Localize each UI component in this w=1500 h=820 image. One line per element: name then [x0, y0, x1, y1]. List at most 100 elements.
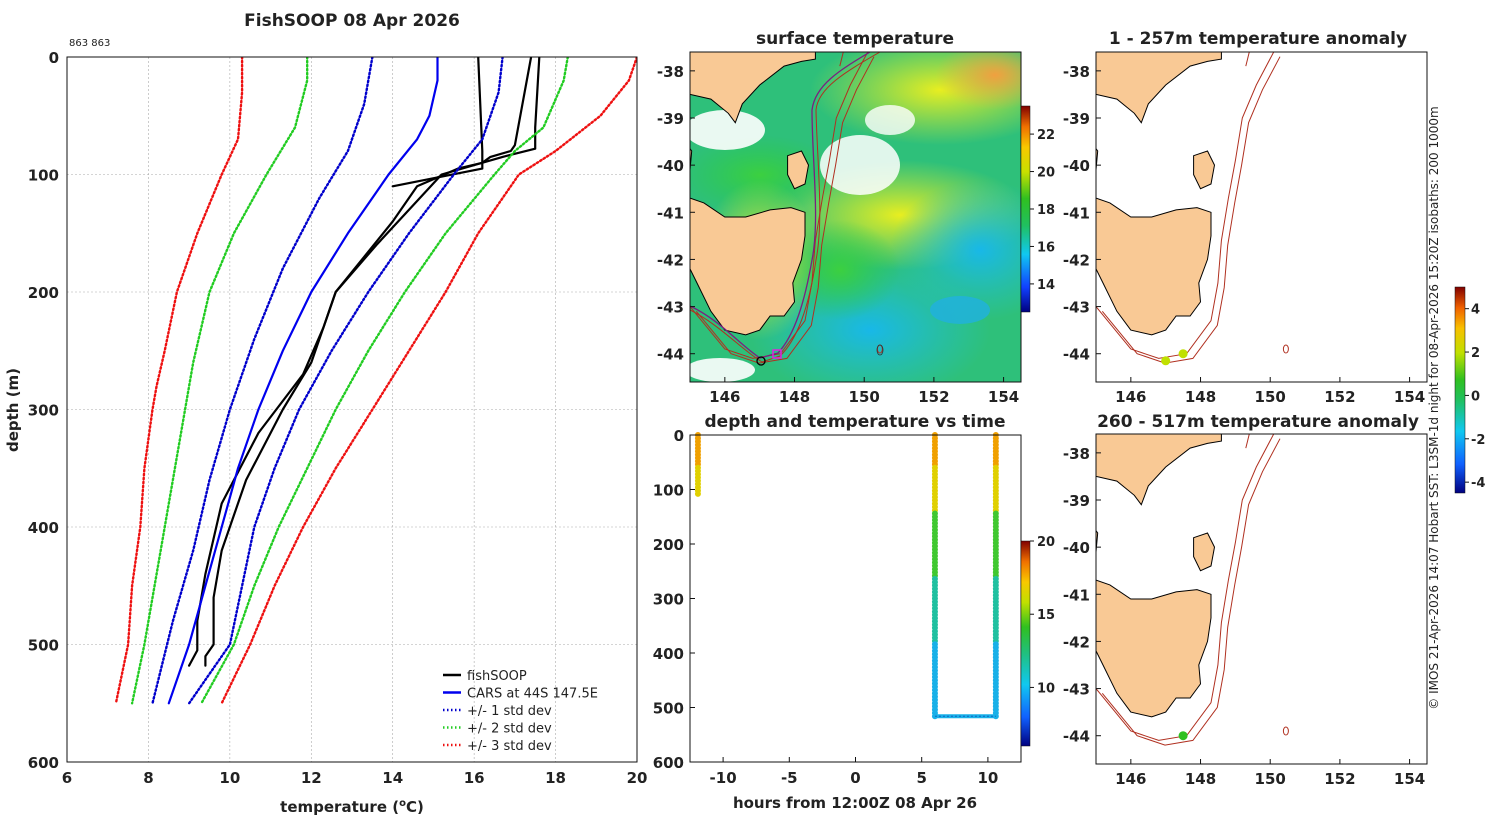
map-xtick-label: 150: [1255, 770, 1286, 788]
sst-current-marker: [772, 349, 782, 359]
map-ytick-label: -43: [1063, 681, 1090, 699]
isobath-line: [1245, 52, 1250, 67]
profile-xtick-label: 6: [62, 769, 72, 787]
profile-xtick-label: 18: [545, 769, 566, 787]
anomaly-colorbar: [1454, 286, 1466, 494]
credit-text: © IMOS 21-Apr-2026 14:07 Hobart SST: L3S…: [1427, 106, 1441, 709]
sst-colorbar-ticks: 22 20 18 16 14: [1030, 128, 1055, 293]
profile-ylabel: depth (m): [4, 368, 22, 452]
map-ytick-label: -39: [1063, 492, 1090, 510]
map-ytick-label: -42: [1063, 251, 1090, 269]
sst-cbar-label: 18: [1037, 203, 1055, 218]
anomaly-map-2-panel: 260 - 517m temperature anomaly 146 148 150…: [1063, 412, 1428, 788]
time-ytick-label: 0: [674, 427, 684, 445]
map-xtick-label: 154: [1394, 770, 1425, 788]
time-ytick-label: 500: [653, 700, 684, 718]
anomaly-cbar-label: 0: [1471, 389, 1480, 404]
anomaly-point: [1161, 356, 1171, 366]
profile-ytick-label: 200: [28, 284, 59, 302]
profile-axes-box: [66, 56, 638, 763]
time-cbar-label: 10: [1037, 681, 1055, 696]
time-ytick-label: 200: [653, 536, 684, 554]
isobath-line: [839, 52, 844, 67]
map-xtick-label: 148: [779, 388, 810, 406]
anom2-ticks: 146 148 150 152 154 -38 -39 -40 -41 -42 -43 -44: [1063, 445, 1425, 788]
isobath-seamount: [1282, 344, 1289, 354]
anomaly-map-1-panel: 1 - 257m temperature anomaly 146 148 150 15…: [1063, 29, 1428, 406]
land-polygon: [690, 197, 806, 336]
anom2-land: [1096, 434, 1289, 746]
time-xtick-label: -5: [781, 769, 798, 787]
map-xtick-label: 152: [918, 388, 949, 406]
map-ytick-label: -39: [1063, 110, 1090, 128]
map-xtick-label: 150: [1255, 388, 1286, 406]
time-cbar-label: 15: [1037, 608, 1055, 623]
anomaly-point: [1178, 349, 1188, 359]
map-ytick-label: -40: [657, 157, 684, 175]
map-ytick-label: -42: [1063, 633, 1090, 651]
land-polygon: [1193, 532, 1216, 572]
map-ytick-label: -44: [1063, 728, 1090, 746]
map-xtick-label: 148: [1185, 770, 1216, 788]
map-xtick-label: 146: [709, 388, 740, 406]
land-polygon: [1096, 579, 1212, 718]
map-xtick-label: 146: [1115, 770, 1146, 788]
map-ytick-label: -38: [1063, 445, 1090, 463]
time-colorbar-ticks: 20 15 10: [1030, 535, 1055, 696]
anomaly-point: [1178, 731, 1188, 741]
sst-land: [690, 52, 883, 364]
sst-title: surface temperature: [756, 29, 954, 49]
profile-panel: FishSOOP 08 Apr 2026 863 863 6 8 10 12 14 16 1…: [4, 11, 647, 816]
anomaly-cbar-label: 4: [1471, 303, 1480, 318]
profile-ytick-label: 600: [28, 754, 59, 772]
anom1-title: 1 - 257m temperature anomaly: [1109, 29, 1407, 49]
probe-ids: 863 863: [69, 38, 110, 49]
legend-label: +/- 2 std dev: [467, 722, 552, 737]
sst-map-panel: surface temperature 146 148 150 152 1: [657, 29, 1055, 406]
profile-series-line: [114, 57, 244, 705]
isobath-line: [1101, 438, 1281, 746]
profile-xtick-label: 8: [143, 769, 153, 787]
time-xtick-label: 10: [977, 769, 998, 787]
isobath-line: [690, 52, 869, 359]
map-ytick-label: -41: [1063, 586, 1090, 604]
profile-xtick-label: 20: [627, 769, 648, 787]
profile-xtick-label: 14: [382, 769, 403, 787]
time-xlabel: hours from 12:00Z 08 Apr 26: [733, 794, 977, 812]
map-ytick-label: -41: [1063, 204, 1090, 222]
profile-lines: [114, 57, 637, 705]
time-panel: depth and temperature vs time -10 -5 0 5 100…: [653, 412, 1055, 812]
time-ytick-label: 100: [653, 482, 684, 500]
map-xtick-label: 152: [1324, 388, 1355, 406]
map-ytick-label: -44: [1063, 346, 1090, 364]
anom2-title: 260 - 517m temperature anomaly: [1097, 412, 1419, 432]
profile-series-line: [188, 57, 533, 667]
map-ytick-label: -40: [1063, 539, 1090, 557]
profile-series-line: [220, 57, 637, 705]
land-polygon: [1096, 197, 1212, 336]
legend-label: CARS at 44S 147.5E: [467, 687, 598, 702]
time-ytick-label: 600: [653, 754, 684, 772]
map-ytick-label: -41: [657, 204, 684, 222]
time-xtick-label: 0: [850, 769, 860, 787]
profile-series-line: [151, 57, 374, 705]
map-xtick-label: 146: [1115, 388, 1146, 406]
sst-cast-marker: [756, 356, 766, 366]
sst-cbar-label: 22: [1037, 128, 1055, 143]
anomaly-colorbar-ticks: 4 2 0 -2 -4: [1465, 303, 1485, 491]
anom1-land: [1096, 52, 1289, 364]
profile-ytick-label: 500: [28, 637, 59, 655]
map-xtick-label: 148: [1185, 388, 1216, 406]
profile-series-line: [204, 57, 541, 667]
anom1-ticks: 146 148 150 152 154 -38 -39 -40 -41 -42 -43 -44: [1063, 63, 1425, 406]
map-ytick-label: -43: [1063, 299, 1090, 317]
sst-ticks: 146 148 150 152 154 -38 -39 -40 -41 -42 -43 -44: [657, 63, 1019, 406]
legend-label: fishSOOP: [467, 669, 527, 684]
profile-series-line: [391, 57, 484, 188]
profile-legend: fishSOOP CARS at 44S 147.5E +/- 1 std dev +…: [443, 669, 598, 754]
map-xtick-label: 154: [1394, 388, 1425, 406]
profile-series-line: [187, 57, 504, 705]
